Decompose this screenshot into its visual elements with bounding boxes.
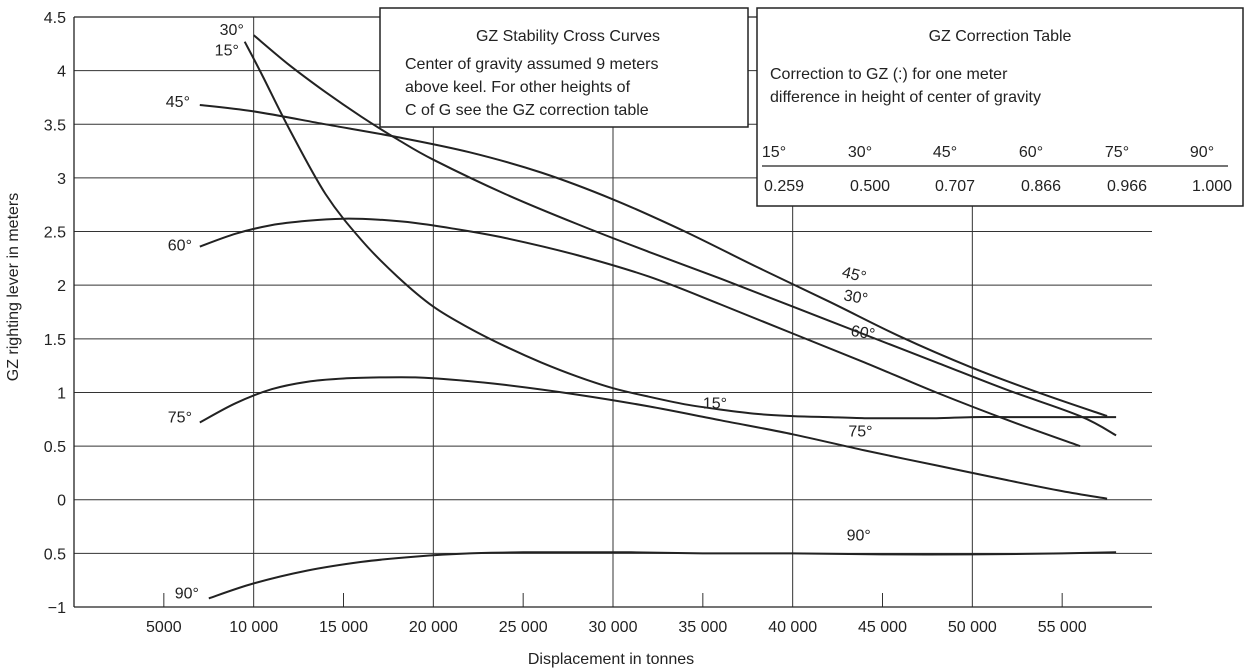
y-tick-label: 2 bbox=[57, 278, 66, 295]
series-line bbox=[199, 217, 1081, 448]
series-start-label: 75° bbox=[168, 409, 192, 426]
correction-table: GZ Correction Table Correction to GZ (:)… bbox=[756, 7, 1244, 207]
correction-table-frame bbox=[756, 7, 1244, 207]
x-tick-label: 10 000 bbox=[229, 619, 278, 636]
info-box-line: above keel. For other heights of bbox=[405, 79, 631, 96]
series-start-label: 45° bbox=[166, 94, 190, 111]
correction-table-title: GZ Correction Table bbox=[929, 28, 1072, 45]
series-start-label: 15° bbox=[215, 43, 239, 60]
x-axis-title: Displacement in tonnes bbox=[528, 651, 694, 668]
info-box-line: Center of gravity assumed 9 meters bbox=[405, 56, 658, 73]
series-end-label: 90° bbox=[847, 527, 871, 544]
correction-table-header: 60° bbox=[1019, 144, 1043, 161]
y-tick-label: 1.5 bbox=[44, 332, 66, 349]
correction-table-line: difference in height of center of gravit… bbox=[770, 89, 1041, 106]
series-end-label: 30° bbox=[842, 287, 869, 308]
correction-table-values: 0.259 0.500 0.707 0.866 0.966 1.000 bbox=[764, 178, 1232, 195]
series-end-label: 60° bbox=[849, 323, 876, 344]
x-tick-label: 45 000 bbox=[858, 619, 907, 636]
curve-label-layer: 15°15°30°30°45°45°60°60°75°75°90°90° bbox=[166, 22, 876, 602]
x-tick-label: 50 000 bbox=[948, 619, 997, 636]
info-box-line: C of G see the GZ correction table bbox=[405, 102, 649, 119]
correction-table-value: 1.000 bbox=[1192, 178, 1232, 195]
series-start-label: 90° bbox=[175, 585, 199, 602]
curve-layer bbox=[199, 34, 1117, 600]
y-tick-label: 1 bbox=[57, 385, 66, 402]
y-tick-label: −1 bbox=[48, 600, 66, 617]
series-line bbox=[208, 551, 1117, 600]
x-tick-label: 5000 bbox=[146, 619, 182, 636]
correction-table-value: 0.500 bbox=[850, 178, 890, 195]
y-tick-label: 2.5 bbox=[44, 225, 66, 242]
x-tick-label: 30 000 bbox=[589, 619, 638, 636]
series-line bbox=[199, 104, 1108, 418]
info-box-title: GZ Stability Cross Curves bbox=[476, 28, 660, 45]
series-end-label: 15° bbox=[703, 396, 727, 413]
info-box-frame bbox=[379, 7, 749, 128]
correction-table-header: 15° bbox=[762, 144, 786, 161]
series-end-label: 75° bbox=[848, 423, 872, 440]
y-tick-label: 3.5 bbox=[44, 117, 66, 134]
series-end-label: 45° bbox=[840, 264, 868, 286]
x-tick-label: 40 000 bbox=[768, 619, 817, 636]
correction-table-value: 0.866 bbox=[1021, 178, 1061, 195]
correction-table-header: 45° bbox=[933, 144, 957, 161]
series-start-label: 30° bbox=[220, 22, 244, 39]
correction-table-value: 0.707 bbox=[935, 178, 975, 195]
y-tick-label: 4 bbox=[57, 64, 66, 81]
y-tick-label: 0.5 bbox=[44, 439, 66, 456]
correction-table-header: 75° bbox=[1105, 144, 1129, 161]
tick-layer: −1 0.5 0 0.5 1 1.5 2 2.5 3 3.5 4 4.5 5000 10 000 15 00… bbox=[44, 10, 1087, 636]
y-tick-label: 0 bbox=[57, 493, 66, 510]
correction-table-value: 0.259 bbox=[764, 178, 804, 195]
correction-table-headers: 15° 30° 45° 60° 75° 90° bbox=[762, 144, 1214, 161]
y-tick-label: 0.5 bbox=[44, 546, 66, 563]
y-axis-title: GZ righting lever in meters bbox=[5, 193, 22, 382]
correction-table-header: 30° bbox=[848, 144, 872, 161]
series-line bbox=[199, 376, 1108, 500]
x-tick-label: 55 000 bbox=[1038, 619, 1087, 636]
series-line bbox=[253, 34, 1117, 437]
correction-table-header: 90° bbox=[1190, 144, 1214, 161]
x-tick-label: 35 000 bbox=[678, 619, 727, 636]
y-tick-label: 3 bbox=[57, 171, 66, 188]
correction-table-line: Correction to GZ (:) for one meter bbox=[770, 66, 1008, 83]
y-tick-label: 4.5 bbox=[44, 10, 66, 27]
info-box: GZ Stability Cross Curves Center of grav… bbox=[379, 7, 749, 128]
series-line bbox=[243, 41, 1117, 420]
correction-table-value: 0.966 bbox=[1107, 178, 1147, 195]
series-start-label: 60° bbox=[168, 238, 192, 255]
grid-layer bbox=[73, 16, 1152, 608]
x-tick-label: 20 000 bbox=[409, 619, 458, 636]
x-tick-label: 25 000 bbox=[499, 619, 548, 636]
x-tick-label: 15 000 bbox=[319, 619, 368, 636]
